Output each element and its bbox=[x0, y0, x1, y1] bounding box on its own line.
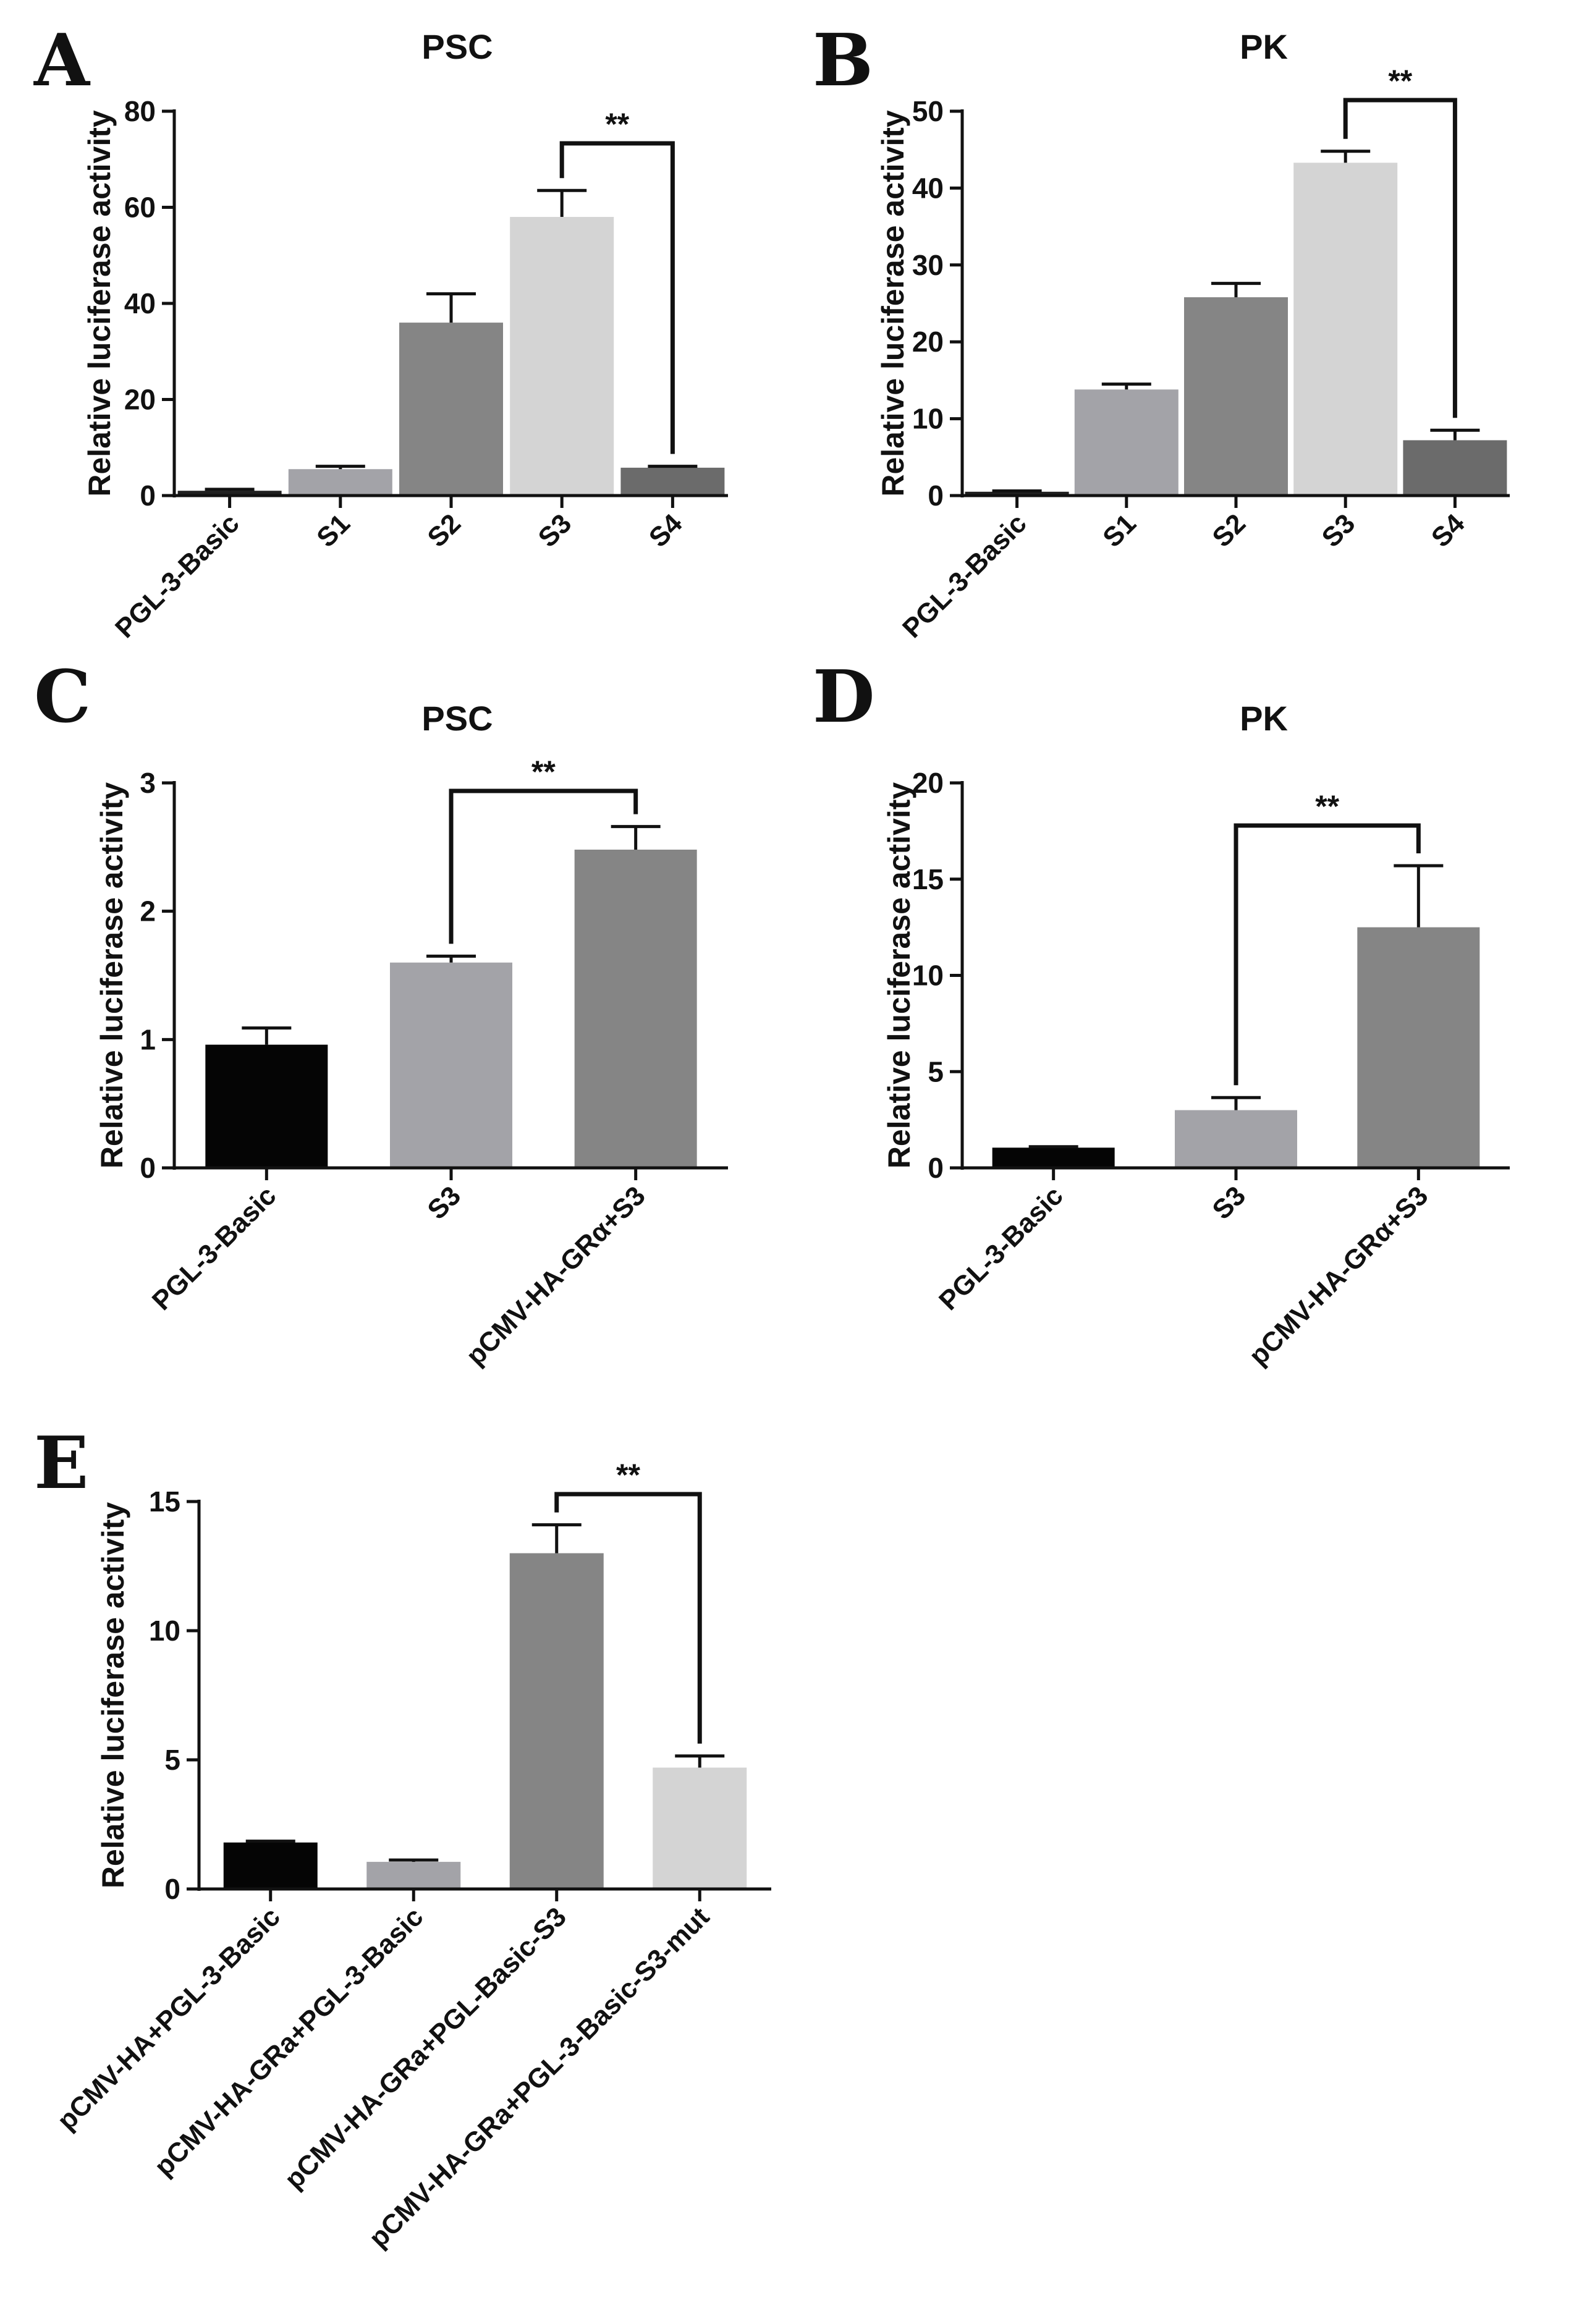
significance-label: ** bbox=[1315, 789, 1339, 824]
x-tick-label: PGL-3-Basic bbox=[109, 508, 245, 644]
significance-bracket bbox=[449, 788, 638, 944]
bar bbox=[574, 849, 697, 1168]
x-tick-label: S4 bbox=[1426, 508, 1471, 553]
y-tick-label: 10 bbox=[912, 960, 944, 992]
x-tick-label: pCMV-HA-GRa+PGL-Basic-S3 bbox=[279, 1901, 572, 2195]
bar bbox=[1175, 1110, 1297, 1168]
panel-letter: D bbox=[813, 655, 875, 739]
x-tick-label: S2 bbox=[421, 508, 467, 553]
x-tick-label: S3 bbox=[421, 1180, 467, 1225]
y-tick-label: 3 bbox=[140, 767, 156, 799]
bar bbox=[288, 469, 392, 496]
y-tick-label: 5 bbox=[928, 1055, 944, 1088]
significance-label: ** bbox=[531, 754, 556, 789]
panel-d: D PK Relative luciferase activity 0 5 10 15 20 P… bbox=[813, 655, 1510, 1371]
bar bbox=[992, 1147, 1115, 1168]
y-tick-label: 15 bbox=[149, 1485, 180, 1518]
panel-b: B PK Relative luciferase activity 0 10 20 30 40… bbox=[813, 19, 1510, 644]
significance-bracket bbox=[1343, 98, 1457, 418]
y-tick-label: 20 bbox=[124, 384, 156, 416]
x-tick-label: pCMV-HA-GRa+PGL-3-Basic bbox=[148, 1901, 429, 2182]
significance-bracket bbox=[1234, 823, 1421, 1086]
x-tick-label: S2 bbox=[1206, 508, 1251, 553]
x-tick-label: pCMV-HA-GRα+S3 bbox=[460, 1180, 651, 1371]
y-axis-label: Relative luciferase activity bbox=[876, 110, 910, 497]
y-axis-label: Relative luciferase activity bbox=[82, 110, 117, 497]
bar bbox=[399, 323, 503, 496]
panel-letter: C bbox=[34, 655, 91, 739]
y-tick-label: 50 bbox=[912, 95, 944, 127]
bar bbox=[1403, 440, 1507, 496]
y-tick-label: 20 bbox=[912, 326, 944, 358]
bar bbox=[1357, 927, 1480, 1168]
y-tick-label: 0 bbox=[140, 1152, 156, 1184]
y-tick-label: 15 bbox=[912, 863, 944, 895]
significance-bracket bbox=[559, 141, 675, 454]
y-axis-label: Relative luciferase activity bbox=[95, 782, 129, 1169]
x-tick-label: S3 bbox=[533, 508, 578, 553]
y-tick-label: 5 bbox=[164, 1744, 180, 1776]
x-tick-label: S3 bbox=[1316, 508, 1361, 553]
y-tick-label: 40 bbox=[124, 287, 156, 319]
y-axis-label: Relative luciferase activity bbox=[882, 782, 916, 1169]
y-tick-label: 0 bbox=[928, 480, 944, 512]
chart-title: PSC bbox=[421, 27, 493, 66]
x-tick-label: PGL-3-Basic bbox=[933, 1180, 1069, 1316]
significance-label: ** bbox=[605, 107, 629, 142]
panel-letter: B bbox=[813, 19, 873, 103]
y-tick-label: 80 bbox=[124, 95, 156, 127]
panel-letter: E bbox=[34, 1421, 88, 1505]
y-tick-label: 0 bbox=[140, 480, 156, 512]
y-tick-label: 0 bbox=[928, 1152, 944, 1184]
x-tick-label: S3 bbox=[1206, 1180, 1251, 1225]
chart-title: PK bbox=[1240, 27, 1288, 66]
bar bbox=[965, 491, 1069, 496]
bar bbox=[1074, 389, 1179, 496]
y-tick-label: 1 bbox=[140, 1023, 156, 1055]
x-tick-label: PGL-3-Basic bbox=[897, 508, 1033, 644]
significance-bracket bbox=[554, 1492, 702, 1744]
significance-label: ** bbox=[616, 1458, 640, 1492]
x-tick-label: S1 bbox=[1097, 508, 1142, 553]
bar bbox=[653, 1767, 747, 1889]
y-tick-label: 10 bbox=[912, 403, 944, 435]
bar bbox=[1184, 297, 1288, 496]
bar bbox=[366, 1862, 461, 1889]
bar bbox=[223, 1842, 318, 1889]
y-axis-label: Relative luciferase activity bbox=[96, 1502, 130, 1889]
panel-a: A PSC Relative luciferase activity 0 20 40 60 8… bbox=[33, 19, 728, 644]
bar bbox=[177, 491, 282, 496]
bar bbox=[620, 467, 725, 496]
x-tick-label: S4 bbox=[643, 508, 688, 553]
y-tick-label: 0 bbox=[164, 1873, 180, 1905]
panel-c: C PSC Relative luciferase activity 0 1 2 3 PGL-… bbox=[34, 655, 728, 1371]
bar bbox=[510, 217, 614, 496]
bar bbox=[205, 1044, 328, 1168]
y-tick-label: 10 bbox=[149, 1615, 180, 1647]
bar bbox=[390, 962, 512, 1168]
bar bbox=[1293, 163, 1398, 496]
significance-label: ** bbox=[1388, 64, 1412, 98]
y-tick-label: 2 bbox=[140, 895, 156, 927]
chart-title: PSC bbox=[421, 699, 493, 738]
y-tick-label: 20 bbox=[912, 767, 944, 799]
bar bbox=[509, 1553, 604, 1889]
chart-title: PK bbox=[1240, 699, 1288, 738]
x-tick-label: PGL-3-Basic bbox=[146, 1180, 282, 1316]
x-tick-label: S1 bbox=[311, 508, 356, 553]
x-tick-label: pCMV-HA-GRα+S3 bbox=[1243, 1180, 1434, 1371]
y-tick-label: 60 bbox=[124, 192, 156, 224]
y-tick-label: 40 bbox=[912, 172, 944, 204]
y-tick-label: 30 bbox=[912, 249, 944, 281]
panel-letter: A bbox=[33, 19, 91, 103]
